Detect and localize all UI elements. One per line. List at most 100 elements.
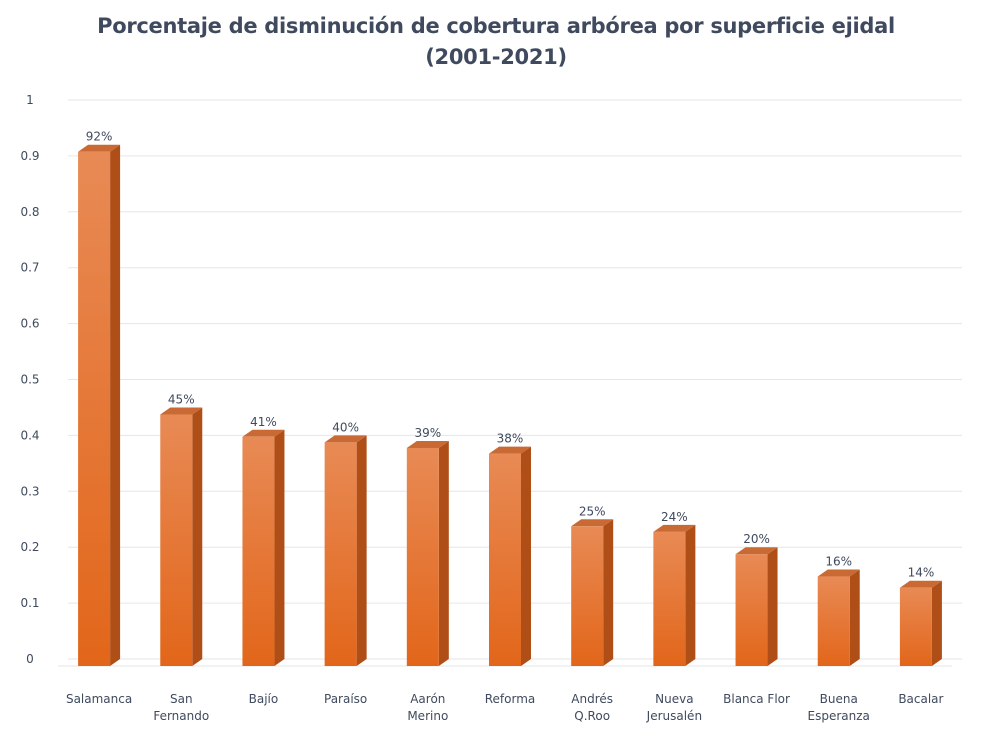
bar-top bbox=[242, 429, 285, 437]
x-tick-label: Salamanca bbox=[66, 692, 132, 706]
data-label: 24% bbox=[661, 510, 688, 524]
bar-side bbox=[438, 440, 449, 666]
bar-front bbox=[242, 436, 275, 666]
bar-top bbox=[78, 144, 121, 152]
data-label: 45% bbox=[168, 392, 195, 406]
y-axis-ticks: 0 0.1 0.2 0.3 0.4 0.5 0.6 0.7 0.8 0.9 1 bbox=[20, 93, 39, 666]
data-label: 20% bbox=[743, 532, 770, 546]
x-tick-label: San Fernando bbox=[153, 692, 209, 723]
y-tick-label: 0.8 bbox=[20, 205, 39, 219]
bar-side bbox=[521, 446, 531, 666]
bar bbox=[324, 435, 367, 666]
chart-title-line-1: Porcentaje de disminución de cobertura a… bbox=[97, 14, 895, 38]
x-tick-label: Bajío bbox=[249, 692, 279, 706]
bar bbox=[78, 144, 121, 667]
x-tick-label-line: Jerusalén bbox=[646, 709, 702, 723]
y-tick-label: 0.5 bbox=[20, 373, 39, 387]
x-tick-label-line: San bbox=[170, 692, 193, 706]
bar-side bbox=[685, 524, 696, 666]
bar bbox=[817, 569, 860, 666]
bar-top bbox=[324, 435, 367, 443]
bar-top bbox=[735, 547, 778, 555]
bar bbox=[735, 547, 778, 666]
y-tick-label: 0.6 bbox=[20, 317, 39, 331]
bar-front bbox=[653, 531, 686, 666]
bar-top bbox=[817, 569, 860, 577]
y-tick-label: 0.9 bbox=[20, 149, 39, 163]
x-tick-label-line: Reforma bbox=[485, 692, 536, 706]
data-label: 92% bbox=[86, 130, 113, 144]
x-tick-label: Aarón Merino bbox=[407, 692, 448, 723]
y-tick-label: 0.7 bbox=[20, 261, 39, 275]
data-label: 38% bbox=[497, 432, 524, 446]
bar-side bbox=[603, 519, 614, 666]
x-tick-label-line: Aarón bbox=[410, 692, 445, 706]
x-tick-label-line: Bacalar bbox=[898, 692, 943, 706]
x-tick-label-line: Q.Roo bbox=[574, 709, 610, 723]
bar-side bbox=[110, 144, 121, 667]
bars bbox=[78, 144, 942, 667]
x-tick-label: Paraíso bbox=[324, 692, 367, 706]
x-tick-label-line: Paraíso bbox=[324, 692, 367, 706]
bar-side bbox=[767, 547, 778, 666]
bar-front bbox=[489, 453, 521, 666]
data-label: 25% bbox=[579, 504, 606, 518]
chart-title-line-2: (2001-2021) bbox=[425, 45, 567, 69]
y-tick-label: 1 bbox=[26, 93, 34, 107]
x-tick-label: Buena Esperanza bbox=[808, 692, 870, 723]
bar-front bbox=[735, 554, 768, 666]
data-label: 40% bbox=[332, 420, 359, 434]
data-label: 16% bbox=[825, 555, 852, 569]
y-tick-label: 0.3 bbox=[20, 484, 39, 498]
x-tick-label: Bacalar bbox=[898, 692, 943, 706]
bar-front bbox=[899, 587, 932, 666]
x-tick-label-line: Nueva bbox=[655, 692, 693, 706]
bar bbox=[406, 440, 449, 666]
x-tick-label-line: Merino bbox=[407, 709, 448, 723]
x-tick-label-line: Fernando bbox=[153, 709, 209, 723]
bar-side bbox=[931, 580, 942, 666]
data-label: 41% bbox=[250, 415, 277, 429]
bar-side bbox=[849, 569, 860, 666]
bar-front bbox=[571, 526, 604, 666]
bar-front bbox=[406, 447, 439, 666]
bar bbox=[160, 407, 203, 666]
data-labels: 92% 45% 41% 40% 39% 38% 25% 24% 20% 16% 14% bbox=[86, 130, 934, 580]
bar-top bbox=[160, 407, 203, 415]
bar-top bbox=[406, 440, 449, 448]
bar-top bbox=[571, 519, 614, 527]
bar bbox=[571, 519, 614, 666]
bar bbox=[653, 524, 696, 666]
bar-front bbox=[817, 576, 850, 666]
y-tick-label: 0.4 bbox=[20, 428, 39, 442]
bar-top bbox=[899, 580, 942, 588]
bar-top bbox=[653, 524, 696, 532]
data-label: 39% bbox=[414, 426, 441, 440]
x-tick-label-line: Esperanza bbox=[808, 709, 870, 723]
x-tick-label-line: Andrés bbox=[571, 692, 613, 706]
x-tick-label: Nueva Jerusalén bbox=[646, 692, 702, 723]
bar-top bbox=[489, 446, 531, 454]
data-label: 14% bbox=[908, 566, 935, 580]
x-tick-label-line: Blanca Flor bbox=[723, 692, 790, 706]
x-tick-label-line: Salamanca bbox=[66, 692, 132, 706]
bar-front bbox=[160, 414, 193, 666]
bar-front bbox=[78, 151, 111, 667]
x-tick-label-line: Buena bbox=[820, 692, 858, 706]
x-tick-label: Reforma bbox=[485, 692, 536, 706]
x-axis-ticks: Salamanca San Fernando Bajío Paraíso Aarón Mer… bbox=[66, 692, 944, 723]
bar bbox=[489, 446, 531, 666]
x-tick-label: Andrés Q.Roo bbox=[571, 692, 613, 723]
y-tick-label: 0 bbox=[26, 652, 34, 666]
bar bbox=[242, 429, 285, 666]
bar-side bbox=[274, 429, 285, 666]
y-tick-label: 0.2 bbox=[20, 540, 39, 554]
x-tick-label: Blanca Flor bbox=[723, 692, 790, 706]
bar bbox=[899, 580, 942, 666]
bar-side bbox=[356, 435, 367, 666]
bar-side bbox=[192, 407, 203, 666]
y-tick-label: 0.1 bbox=[20, 596, 39, 610]
x-tick-label-line: Bajío bbox=[249, 692, 279, 706]
